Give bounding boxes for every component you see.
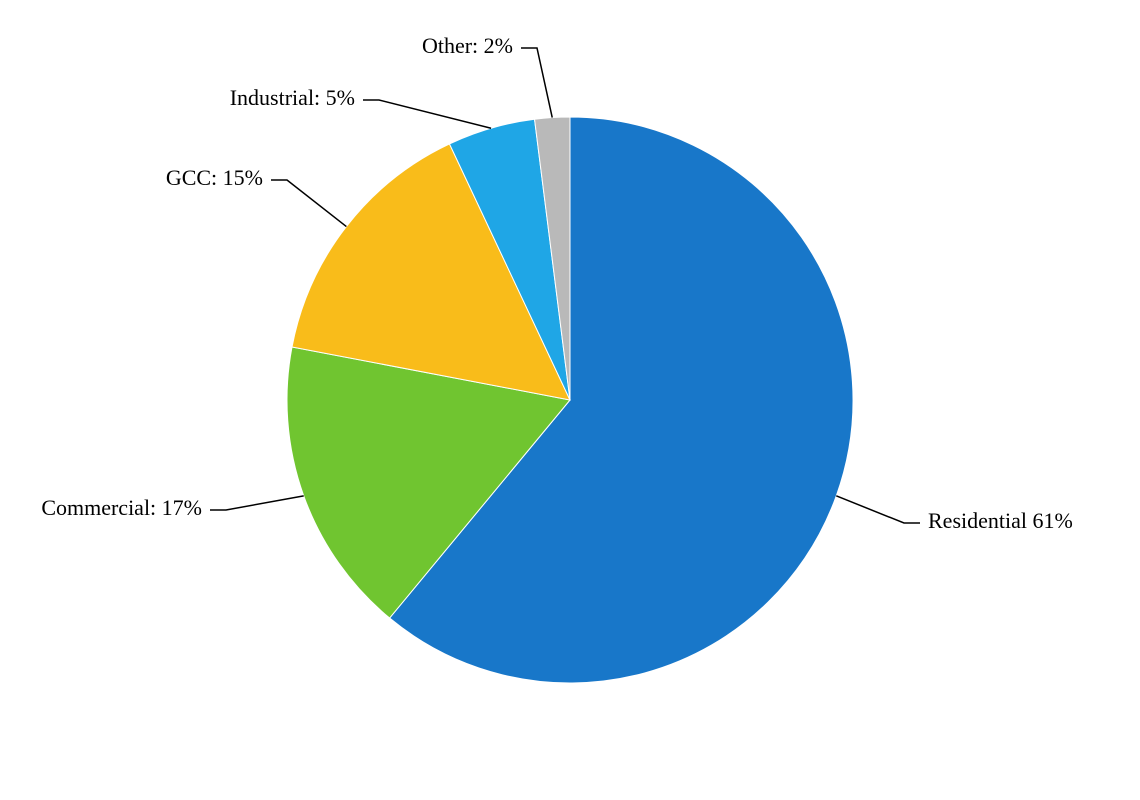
leader-line (363, 99, 492, 129)
leader-line (521, 47, 553, 118)
pie-slice (291, 143, 571, 401)
slice-label: Commercial: 17% (41, 495, 202, 520)
slice-label: Residential 61% (928, 508, 1073, 533)
slice-label: Other: 2% (422, 33, 513, 58)
leader-line (271, 179, 347, 228)
leader-line (210, 495, 304, 511)
slice-label: GCC: 15% (166, 165, 263, 190)
slice-label: Industrial: 5% (230, 85, 355, 110)
pie-slice (286, 346, 571, 619)
pie-slice (533, 116, 571, 401)
leader-line (835, 495, 920, 524)
